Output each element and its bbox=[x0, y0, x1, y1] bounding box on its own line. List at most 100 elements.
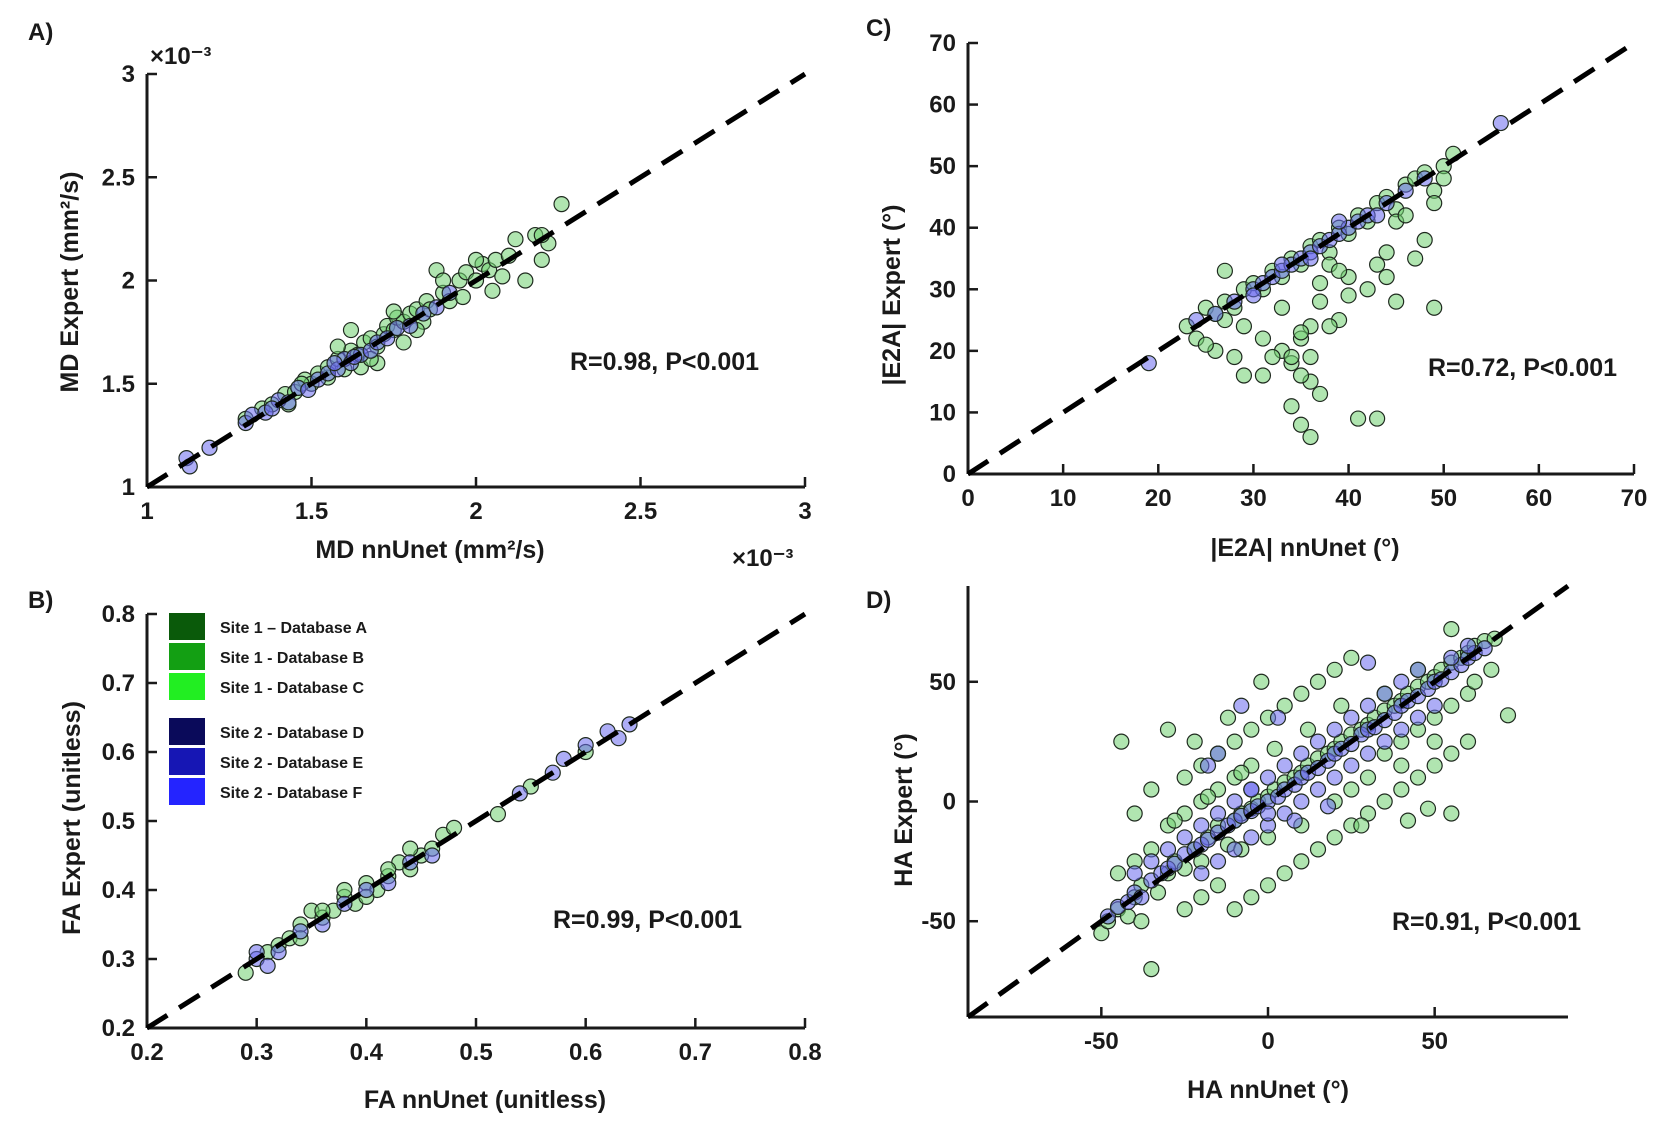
panel-a-correlation-annotation: R=0.98, P<0.001 bbox=[570, 348, 759, 376]
data-point-green bbox=[1369, 256, 1386, 273]
data-point-green bbox=[1293, 685, 1310, 702]
data-point-green bbox=[1343, 649, 1360, 666]
data-point-blue bbox=[1343, 709, 1360, 726]
data-point-green bbox=[1393, 757, 1410, 774]
data-point-blue bbox=[1393, 721, 1410, 738]
data-point-green bbox=[1264, 348, 1281, 366]
data-point-green bbox=[1459, 733, 1477, 750]
data-point-green bbox=[1233, 764, 1250, 781]
data-point-green bbox=[1243, 721, 1260, 738]
data-point-green bbox=[1235, 318, 1253, 335]
data-point-blue bbox=[1243, 829, 1260, 846]
panel-label-c: C) bbox=[866, 15, 891, 42]
legend-swatch bbox=[169, 778, 205, 805]
panel-label-a: A) bbox=[28, 19, 53, 46]
x-tick-label: 0.7 bbox=[679, 1039, 712, 1066]
panel-c-correlation-annotation: R=0.72, P<0.001 bbox=[1428, 354, 1617, 382]
data-point-blue bbox=[1293, 793, 1310, 810]
data-point-green bbox=[1416, 231, 1433, 249]
data-point-green bbox=[1292, 324, 1310, 341]
data-point-blue bbox=[1259, 769, 1277, 786]
data-point-green bbox=[1426, 299, 1443, 316]
data-point-blue bbox=[1243, 781, 1260, 798]
legend-item: Site 2 - Database F bbox=[169, 778, 363, 805]
data-point-blue bbox=[259, 957, 276, 975]
data-point-blue bbox=[1166, 855, 1183, 872]
data-point-green bbox=[1199, 788, 1217, 805]
y-tick-label: 40 bbox=[929, 215, 956, 242]
panel-d-ylabel: HA Expert (°) bbox=[890, 733, 918, 887]
data-point-green bbox=[1226, 733, 1243, 750]
y-tick-label: 20 bbox=[929, 338, 956, 365]
identity-line bbox=[966, 583, 1570, 1020]
x-tick-label: 2.5 bbox=[624, 498, 657, 525]
data-point-green bbox=[1426, 194, 1443, 212]
data-point-blue bbox=[1443, 649, 1460, 666]
data-point-green bbox=[1254, 330, 1272, 347]
y-tick-label: 50 bbox=[929, 669, 956, 696]
data-point-green bbox=[1326, 661, 1343, 678]
y-tick-label: 0.7 bbox=[102, 670, 135, 697]
data-point-green bbox=[1466, 673, 1483, 690]
data-point-green bbox=[1378, 244, 1395, 261]
panel-label-d: D) bbox=[866, 587, 891, 614]
data-point-green bbox=[336, 881, 353, 899]
data-point-blue bbox=[1286, 812, 1303, 829]
data-point-green bbox=[553, 195, 570, 213]
data-point-green bbox=[1426, 733, 1443, 750]
panel-b-ylabel: FA Expert (unitless) bbox=[58, 701, 86, 935]
data-point-green bbox=[1193, 889, 1210, 906]
data-point-green bbox=[1499, 707, 1517, 724]
data-point-green bbox=[1311, 275, 1329, 292]
y-tick-label: 50 bbox=[929, 153, 956, 180]
legend-item: Site 2 - Database D bbox=[169, 718, 364, 745]
legend-label: Site 1 – Database A bbox=[220, 620, 367, 637]
y-tick-label: 0.6 bbox=[102, 739, 135, 766]
legend-label: Site 2 - Database E bbox=[220, 755, 364, 772]
identity-line bbox=[966, 40, 1636, 477]
data-point-blue bbox=[1226, 793, 1243, 810]
data-point-green bbox=[1397, 207, 1414, 224]
x-tick-label: 1 bbox=[140, 498, 153, 525]
panel-a-x-exponent: ×10⁻³ bbox=[732, 545, 793, 572]
x-tick-label: 0.8 bbox=[788, 1039, 821, 1066]
data-point-blue bbox=[1326, 769, 1343, 786]
panel-c-ylabel: |E2A| Expert (°) bbox=[878, 205, 906, 386]
data-point-green bbox=[1259, 877, 1277, 894]
data-point-green bbox=[1143, 961, 1160, 978]
data-point-blue bbox=[1409, 661, 1427, 678]
data-point-green bbox=[1143, 781, 1160, 798]
y-tick-label: 60 bbox=[929, 92, 956, 119]
data-point-green bbox=[1159, 721, 1177, 738]
data-point-green bbox=[1333, 697, 1350, 714]
data-point-green bbox=[1359, 281, 1376, 298]
data-point-green bbox=[1330, 262, 1348, 279]
data-point-green bbox=[1126, 805, 1143, 822]
data-point-green bbox=[1133, 913, 1150, 930]
data-point-blue bbox=[1309, 733, 1327, 750]
data-point-blue bbox=[1459, 637, 1477, 654]
x-tick-label: 60 bbox=[1526, 485, 1553, 512]
data-point-green bbox=[1302, 348, 1319, 366]
data-point-green bbox=[1326, 829, 1343, 846]
y-tick-label: 0.3 bbox=[102, 946, 135, 973]
data-point-blue bbox=[1393, 673, 1410, 690]
panel-a-xlabel: MD nnUnet (mm²/s) bbox=[315, 536, 544, 564]
panel-b-xlabel: FA nnUnet (unitless) bbox=[364, 1086, 606, 1114]
data-point-green bbox=[1321, 318, 1338, 335]
panel-c-axes: 0 10 20 30 40 50 60 70 0 10 20 30 40 50 60 70 bbox=[929, 30, 1647, 512]
data-point-green bbox=[517, 272, 534, 289]
data-point-green bbox=[467, 251, 485, 268]
data-point-green bbox=[1353, 817, 1370, 834]
y-tick-label: 2.5 bbox=[102, 164, 135, 191]
legend-label: Site 2 - Database F bbox=[220, 785, 363, 802]
data-point-green bbox=[1309, 673, 1327, 690]
identity-line bbox=[145, 611, 807, 1031]
x-tick-label: 0.6 bbox=[569, 1039, 602, 1066]
panel-c-xlabel: |E2A| nnUnet (°) bbox=[1210, 534, 1399, 562]
x-tick-label: 50 bbox=[1421, 1028, 1448, 1055]
data-point-green bbox=[1483, 661, 1500, 678]
legend-label: Site 2 - Database D bbox=[220, 725, 364, 742]
data-point-green bbox=[1311, 385, 1329, 403]
x-tick-label: 2 bbox=[469, 498, 482, 525]
